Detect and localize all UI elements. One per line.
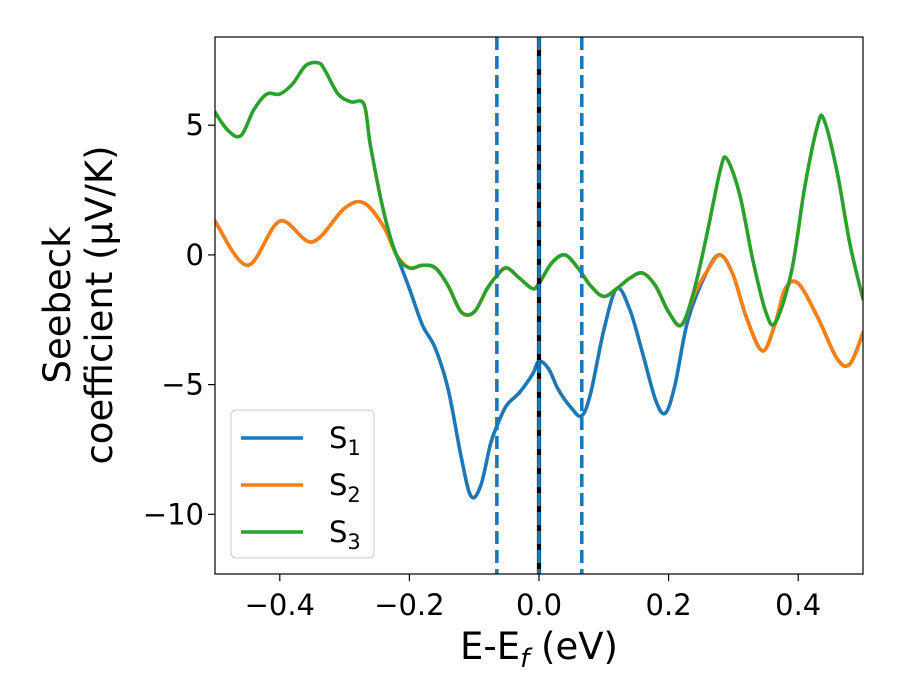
- x-tick-label: 0.2: [646, 588, 692, 622]
- x-tick-label: −0.2: [374, 588, 444, 622]
- x-tick-label: −0.4: [245, 588, 315, 622]
- y-tick-label: 5: [186, 108, 204, 142]
- reference-lines: [495, 37, 584, 574]
- y-axis-label-line1: Seebeck: [36, 226, 79, 384]
- legend-label-s2: S2: [329, 468, 361, 507]
- y-axis-label: Seebeck coefficient (μV/K): [36, 145, 121, 464]
- series-line-s3: [215, 60, 863, 328]
- legend: S1 S2 S3: [230, 409, 375, 559]
- y-axis-label-line2: coefficient (μV/K): [78, 145, 121, 464]
- x-tick-label: 0.0: [516, 588, 562, 622]
- legend-label-s3: S3: [329, 515, 361, 554]
- y-tick-label: 0: [186, 238, 204, 272]
- plot-area: [215, 60, 863, 500]
- legend-label-s1: S1: [329, 421, 361, 460]
- x-axis-label: E-Ef (eV): [460, 625, 618, 674]
- x-tick-label: 0.4: [775, 588, 821, 622]
- x-axis-label-unit: (eV): [529, 625, 618, 668]
- y-tick-label: −10: [143, 497, 204, 531]
- x-axis-ticks: −0.4 −0.2 0.0 0.2 0.4: [245, 574, 821, 622]
- y-tick-label: −5: [161, 368, 204, 402]
- y-axis-ticks: 5 0 −5 −10: [143, 108, 215, 531]
